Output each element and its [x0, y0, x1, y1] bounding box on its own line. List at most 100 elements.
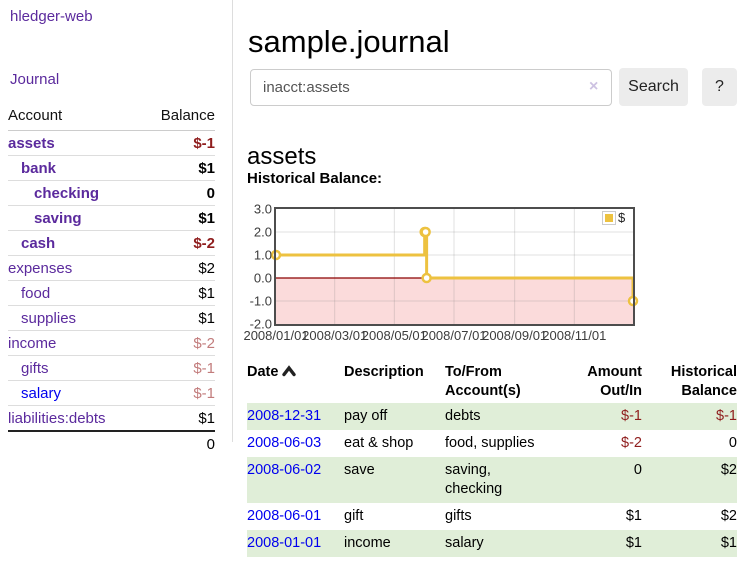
register-row: 2008-06-02 save saving, checking 0 $2: [247, 457, 737, 503]
transaction-date-link[interactable]: 2008-12-31: [247, 408, 322, 424]
column-header-line: To/From: [445, 364, 502, 380]
sidebar-account-link[interactable]: assets: [8, 135, 55, 152]
account-row: cash $-2: [8, 231, 215, 256]
transaction-date-link[interactable]: 2008-06-02: [247, 462, 322, 478]
search-button[interactable]: Search: [619, 68, 688, 106]
account-balance: $-2: [193, 335, 215, 352]
transaction-amount: $1: [625, 535, 642, 551]
sidebar-account-link[interactable]: bank: [21, 160, 57, 177]
app-brand-link[interactable]: hledger-web: [10, 8, 93, 25]
chart-legend: $: [601, 209, 627, 226]
x-axis-tick-label: 2008/09/01: [482, 328, 548, 343]
transaction-balance: $2: [720, 508, 737, 524]
transaction-description: eat & shop: [344, 435, 414, 451]
historical-balance-chart: 3.0 2.0 1.0 0.0 -1.0 -2.0 2008/01/01 2008/03/01…: [240, 200, 660, 348]
register-row: 2008-06-01 gift gifts $1 $2: [247, 503, 737, 530]
account-balance: $1: [198, 160, 215, 177]
column-header-line: Balance: [681, 383, 737, 399]
transaction-accounts: salary: [445, 535, 484, 551]
register-column-header-description: Description: [344, 361, 445, 403]
transaction-date-link[interactable]: 2008-01-01: [247, 535, 322, 551]
accounts-total-row: 0: [8, 430, 215, 457]
y-axis-tick-label: 2.0: [253, 224, 272, 240]
transaction-accounts: debts: [445, 408, 481, 424]
sidebar-account-link[interactable]: saving: [34, 210, 82, 227]
chart-title: Historical Balance:: [247, 170, 383, 187]
sidebar-account-link[interactable]: income: [8, 335, 57, 352]
register-column-header-amount: Amount Out/In: [549, 361, 642, 403]
transaction-date-link[interactable]: 2008-06-01: [247, 508, 322, 524]
help-button[interactable]: ?: [702, 68, 737, 106]
account-row: expenses $2: [8, 256, 215, 281]
account-row: saving $1: [8, 206, 215, 231]
account-balance: $1: [198, 310, 215, 327]
transaction-amount: $1: [625, 508, 642, 524]
accounts-rows: assets $-1 bank $1 checking 0 saving $1 cash $-2 e…: [8, 131, 215, 430]
account-row: assets $-1: [8, 131, 215, 156]
transaction-description: save: [344, 462, 375, 478]
transaction-balance: $2: [720, 462, 737, 478]
account-balance: 0: [206, 185, 215, 202]
column-header-line: Historical: [670, 364, 737, 380]
account-column-header: Account: [8, 107, 63, 124]
account-row: checking 0: [8, 181, 215, 206]
accounts-table: Account Balance assets $-1 bank $1 checking 0…: [8, 103, 215, 457]
transaction-amount: 0: [633, 462, 642, 478]
y-axis-tick-label: 1.0: [253, 247, 272, 263]
account-row: liabilities:debts $1: [8, 406, 215, 430]
sidebar-account-link[interactable]: gifts: [21, 360, 49, 377]
x-axis-tick-label: 2008/03/01: [302, 328, 368, 343]
transaction-description: pay off: [344, 408, 388, 424]
register-header-row: Date Description To/From Account(s) Amount Ou…: [247, 361, 737, 403]
transaction-date-link[interactable]: 2008-06-03: [247, 435, 322, 451]
register-row: 2008-01-01 income salary $1 $1: [247, 530, 737, 557]
accounts-table-header: Account Balance: [8, 103, 215, 131]
sidebar-account-link[interactable]: checking: [34, 185, 100, 202]
sidebar-account-link[interactable]: supplies: [21, 310, 77, 327]
register-column-header-historical: Historical Balance: [642, 361, 737, 403]
accounts-total-value: 0: [206, 436, 215, 453]
clear-search-icon[interactable]: ×: [589, 78, 599, 95]
sidebar-account-link[interactable]: salary: [21, 385, 62, 402]
column-header-line: Out/In: [600, 383, 642, 399]
sidebar-account-link[interactable]: liabilities:debts: [8, 410, 106, 427]
account-row: salary $-1: [8, 381, 215, 406]
transaction-amount: $-2: [621, 435, 642, 451]
account-balance: $-1: [193, 360, 215, 377]
transaction-accounts: saving, checking: [445, 462, 503, 497]
transaction-balance: 0: [728, 435, 737, 451]
register-row: 2008-06-03 eat & shop food, supplies $-2 0: [247, 430, 737, 457]
sidebar-item-journal[interactable]: Journal: [10, 71, 60, 88]
y-axis-tick-label: 0.0: [253, 270, 272, 286]
transaction-accounts: food, supplies: [445, 435, 535, 451]
account-balance: $-1: [193, 385, 215, 402]
x-axis-tick-label: 2008/07/01: [421, 328, 487, 343]
sidebar-account-link[interactable]: cash: [21, 235, 56, 252]
register-column-header-date[interactable]: Date: [247, 361, 344, 403]
legend-swatch-icon: [602, 210, 616, 225]
account-row: supplies $1: [8, 306, 215, 331]
legend-label: $: [618, 210, 626, 225]
account-balance: $1: [198, 410, 215, 427]
account-row: income $-2: [8, 331, 215, 356]
column-header-line: Amount: [587, 364, 642, 380]
transaction-description: gift: [344, 508, 364, 524]
sidebar: hledger-web Journal Account Balance asse…: [0, 0, 233, 453]
x-axis-tick-label: 2008/11/01: [542, 328, 607, 343]
account-heading: assets: [247, 142, 317, 170]
column-header-line: Date: [247, 363, 344, 382]
x-axis-tick-label: 2008/05/01: [361, 328, 427, 343]
y-axis-tick-label: -1.0: [249, 293, 272, 309]
chart-plot: [270, 207, 639, 326]
sidebar-account-link[interactable]: food: [21, 285, 51, 302]
account-row: gifts $-1: [8, 356, 215, 381]
register-column-header-tofrom: To/From Account(s): [445, 361, 549, 403]
y-axis-tick-label: 3.0: [253, 201, 272, 217]
sidebar-account-link[interactable]: expenses: [8, 260, 73, 277]
transaction-balance: $1: [720, 535, 737, 551]
page-title: sample.journal: [248, 23, 450, 59]
x-axis-tick-label: 2008/01/01: [243, 328, 309, 343]
search-input[interactable]: [250, 69, 612, 106]
account-balance: $1: [198, 210, 215, 227]
